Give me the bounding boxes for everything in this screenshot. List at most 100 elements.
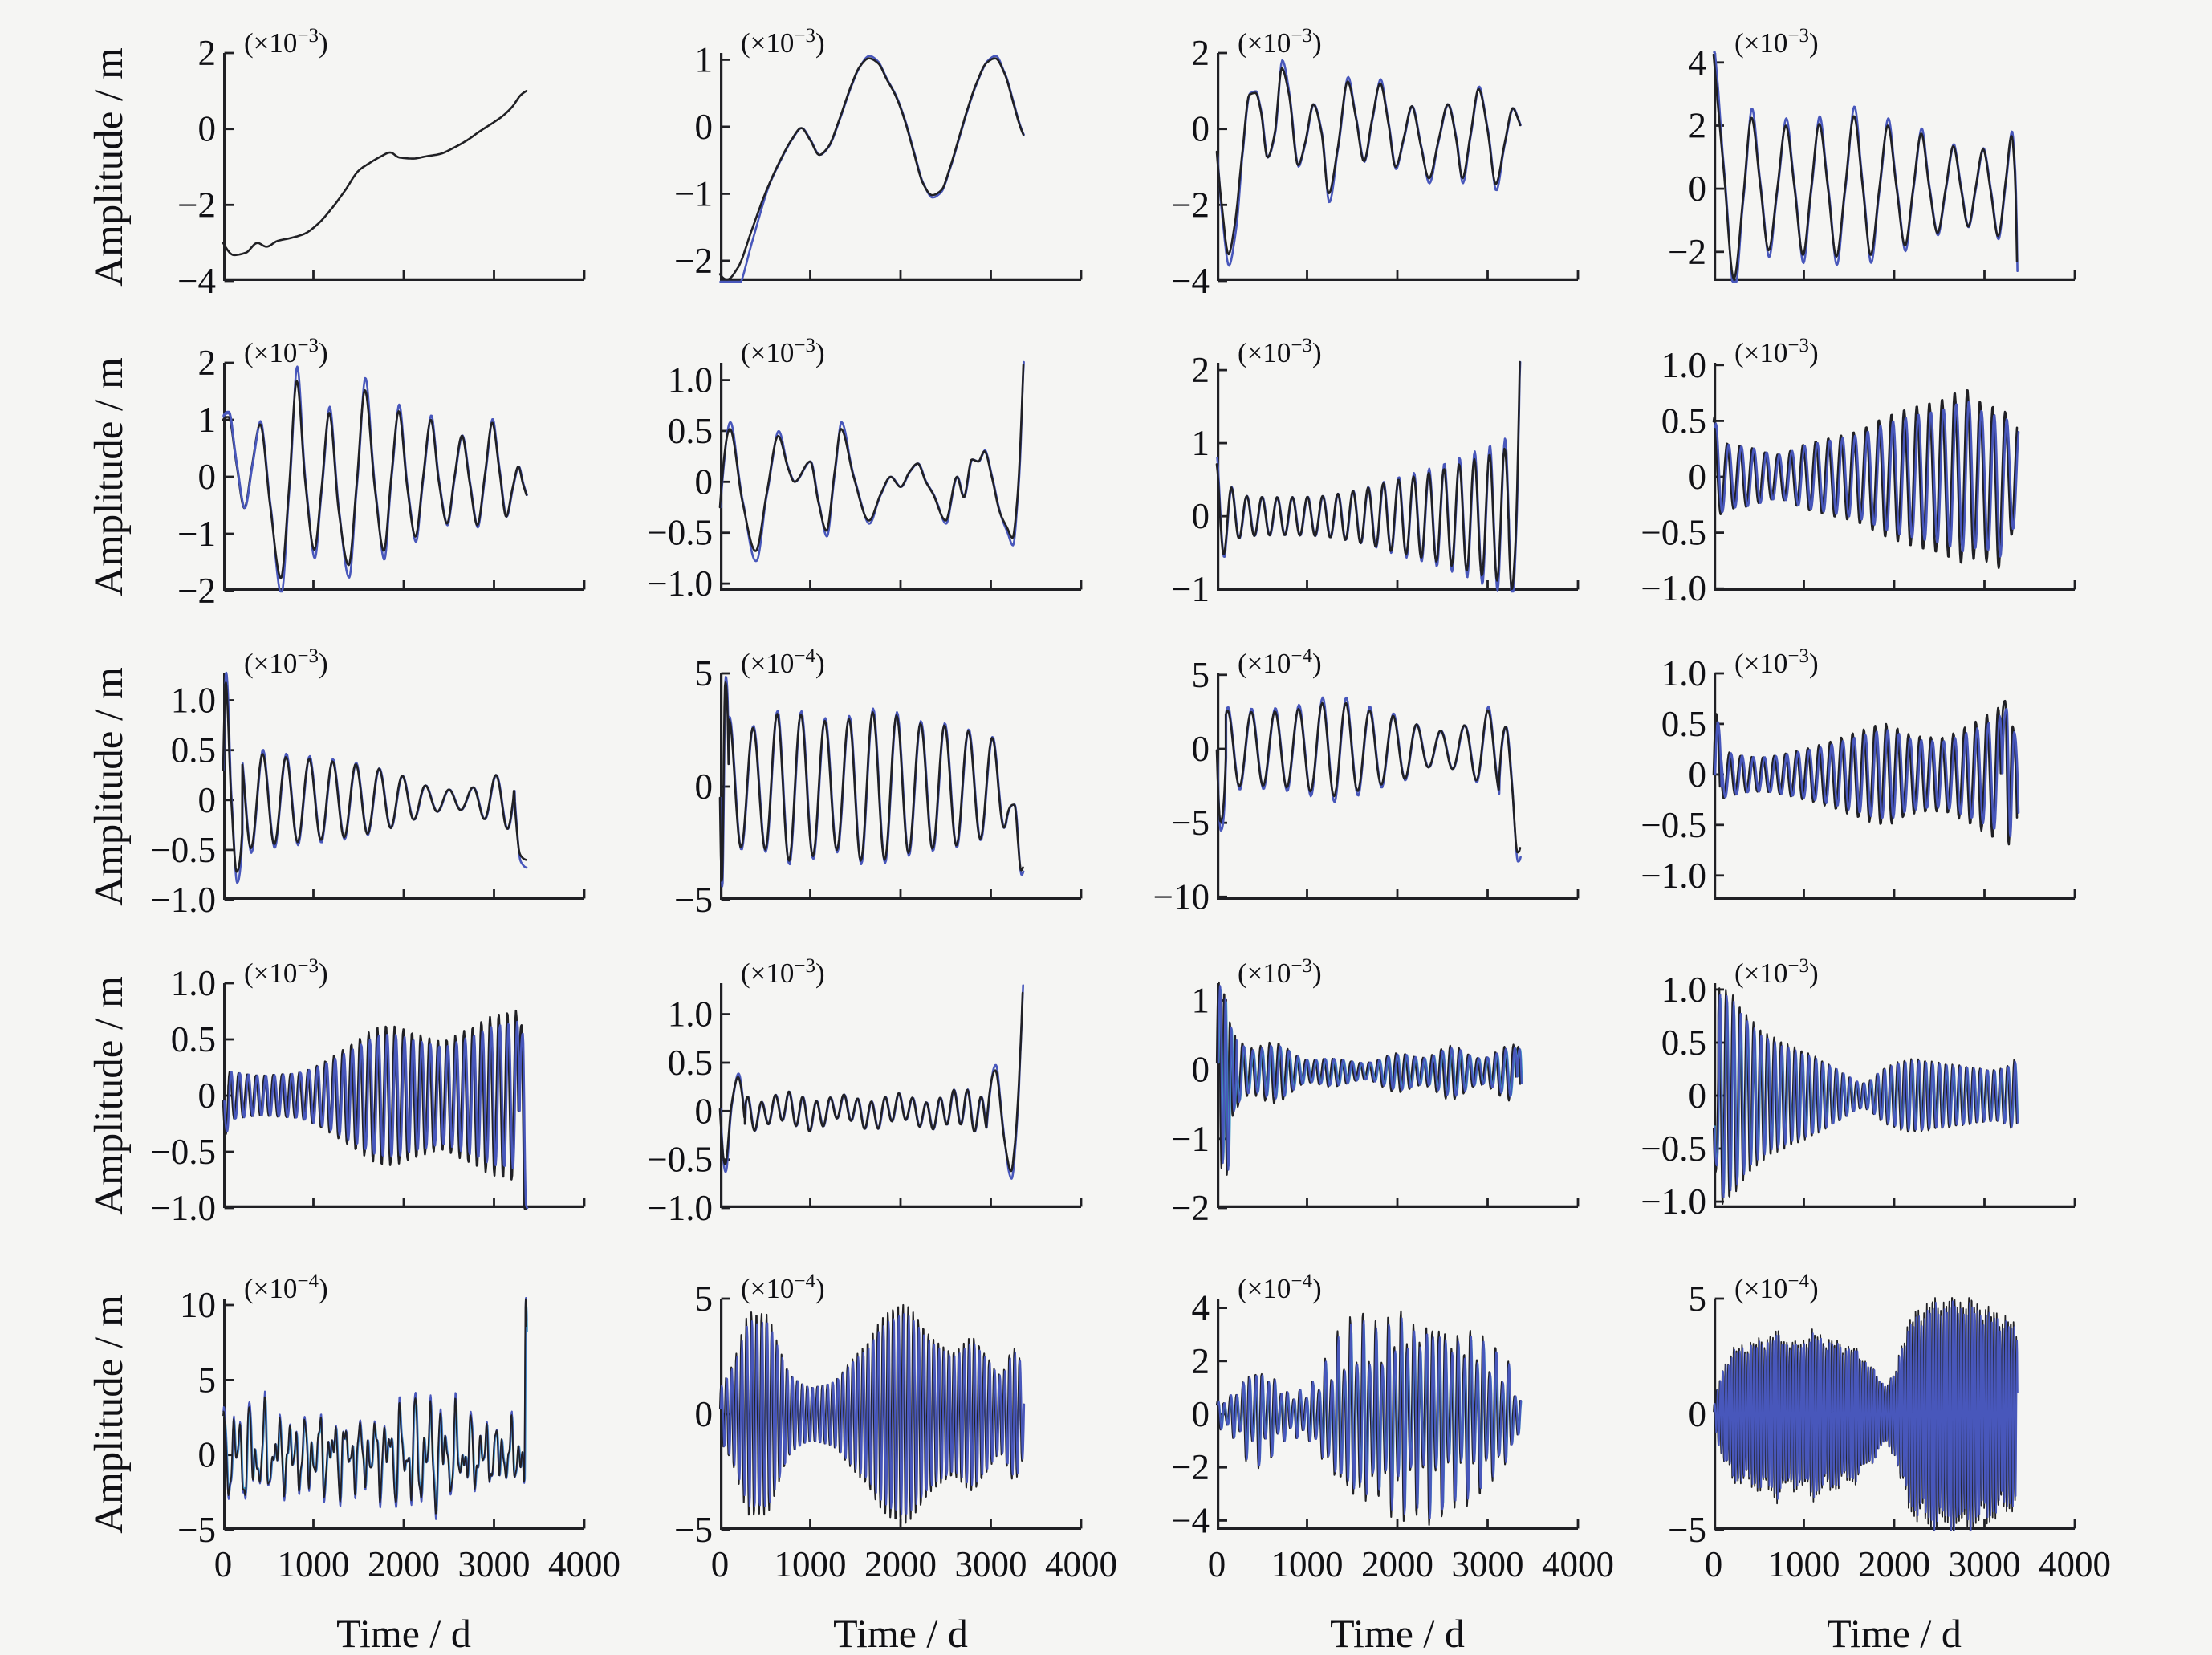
svg-text:0: 0	[695, 462, 714, 502]
svg-text:0: 0	[198, 457, 217, 497]
svg-text:3000: 3000	[1452, 1544, 1524, 1584]
svg-text:Amplitude / m: Amplitude / m	[87, 1295, 132, 1533]
svg-text:0: 0	[1192, 729, 1210, 769]
svg-text:2: 2	[1192, 1341, 1210, 1381]
svg-text:Time / d: Time / d	[1330, 1611, 1465, 1655]
svg-text:5: 5	[1192, 655, 1210, 695]
svg-text:0: 0	[198, 780, 217, 820]
svg-text:−5: −5	[1171, 803, 1210, 843]
svg-text:−1: −1	[674, 173, 713, 213]
svg-text:4: 4	[1689, 43, 1707, 83]
svg-text:−2: −2	[1171, 1188, 1210, 1228]
svg-text:−2: −2	[1171, 1447, 1210, 1487]
svg-text:4000: 4000	[548, 1544, 620, 1584]
svg-text:(×10−4): (×10−4)	[741, 1271, 825, 1304]
svg-text:0: 0	[1192, 496, 1210, 536]
svg-text:2000: 2000	[864, 1544, 937, 1584]
svg-text:0: 0	[198, 1435, 217, 1475]
svg-text:0.5: 0.5	[668, 411, 713, 451]
svg-text:1.0: 1.0	[668, 994, 713, 1035]
svg-text:−5: −5	[674, 1510, 713, 1550]
svg-text:0: 0	[1689, 1394, 1707, 1434]
svg-text:(×10−3): (×10−3)	[1238, 335, 1322, 368]
svg-text:Amplitude / m: Amplitude / m	[87, 976, 132, 1214]
svg-text:2: 2	[1192, 33, 1210, 73]
svg-text:0.5: 0.5	[171, 1019, 216, 1059]
svg-text:0: 0	[1689, 169, 1707, 209]
svg-text:1.0: 1.0	[1661, 970, 1706, 1010]
svg-text:1: 1	[1192, 423, 1210, 463]
svg-text:2: 2	[198, 343, 217, 383]
svg-text:0.5: 0.5	[171, 730, 216, 771]
svg-text:4000: 4000	[1542, 1544, 1614, 1584]
svg-text:0: 0	[198, 109, 217, 149]
svg-text:5: 5	[695, 653, 714, 693]
svg-text:2: 2	[1689, 106, 1707, 146]
svg-text:0: 0	[1192, 1050, 1210, 1090]
svg-text:4: 4	[1192, 1288, 1210, 1328]
svg-text:1.0: 1.0	[1661, 345, 1706, 385]
svg-text:4000: 4000	[2039, 1544, 2111, 1584]
svg-text:0: 0	[695, 767, 714, 807]
svg-text:−4: −4	[1171, 261, 1210, 301]
svg-text:Amplitude / m: Amplitude / m	[87, 667, 132, 905]
svg-text:−0.5: −0.5	[1641, 805, 1706, 845]
svg-text:1000: 1000	[1768, 1544, 1840, 1584]
svg-text:(×10−3): (×10−3)	[1238, 25, 1322, 59]
svg-text:2000: 2000	[368, 1544, 440, 1584]
svg-text:Time / d: Time / d	[833, 1611, 968, 1655]
svg-text:2000: 2000	[1858, 1544, 1930, 1584]
svg-text:0.5: 0.5	[1661, 401, 1706, 441]
svg-text:0: 0	[695, 1091, 714, 1131]
svg-text:5: 5	[198, 1360, 217, 1400]
svg-text:Amplitude / m: Amplitude / m	[87, 357, 132, 596]
svg-text:Time / d: Time / d	[336, 1611, 471, 1655]
svg-text:Time / d: Time / d	[1827, 1611, 1962, 1655]
svg-text:−1.0: −1.0	[647, 563, 713, 604]
svg-text:0: 0	[1689, 754, 1707, 795]
svg-text:3000: 3000	[1949, 1544, 2021, 1584]
svg-text:1000: 1000	[278, 1544, 350, 1584]
svg-text:−2: −2	[674, 241, 713, 281]
svg-text:1000: 1000	[775, 1544, 847, 1584]
svg-text:0: 0	[1705, 1544, 1723, 1584]
svg-text:−1.0: −1.0	[1641, 1181, 1706, 1222]
svg-text:3000: 3000	[458, 1544, 531, 1584]
svg-text:−0.5: −0.5	[1641, 513, 1706, 553]
svg-text:−2: −2	[1668, 232, 1706, 272]
svg-text:2: 2	[198, 33, 217, 73]
svg-text:0.5: 0.5	[1661, 1023, 1706, 1063]
svg-text:5: 5	[695, 1279, 714, 1319]
svg-text:0: 0	[695, 1394, 714, 1434]
svg-text:1: 1	[198, 400, 217, 440]
svg-text:0: 0	[1689, 1076, 1707, 1116]
svg-text:0: 0	[695, 107, 714, 147]
svg-text:2000: 2000	[1361, 1544, 1433, 1584]
svg-text:−0.5: −0.5	[647, 1140, 713, 1180]
svg-text:−1: −1	[1171, 569, 1210, 609]
svg-text:−0.5: −0.5	[150, 1132, 216, 1172]
svg-text:5: 5	[1689, 1279, 1707, 1319]
svg-text:−2: −2	[177, 571, 216, 611]
svg-text:−10: −10	[1153, 876, 1210, 917]
svg-text:4000: 4000	[1045, 1544, 1117, 1584]
svg-text:0.5: 0.5	[668, 1043, 713, 1083]
svg-text:0: 0	[198, 1076, 217, 1116]
svg-text:0: 0	[1192, 109, 1210, 149]
svg-text:−5: −5	[1668, 1510, 1706, 1550]
svg-text:−1: −1	[1171, 1119, 1210, 1159]
svg-text:−5: −5	[177, 1510, 216, 1550]
svg-text:0: 0	[1192, 1394, 1210, 1434]
svg-text:−5: −5	[674, 880, 713, 920]
svg-text:10: 10	[180, 1285, 216, 1325]
svg-text:0: 0	[711, 1544, 730, 1584]
svg-text:Amplitude / m: Amplitude / m	[87, 47, 132, 286]
svg-text:1.0: 1.0	[171, 681, 216, 721]
svg-text:−1: −1	[177, 514, 216, 554]
svg-text:−4: −4	[1171, 1500, 1210, 1540]
svg-text:−1.0: −1.0	[647, 1188, 713, 1228]
svg-text:−2: −2	[177, 185, 216, 225]
svg-text:0.5: 0.5	[1661, 704, 1706, 744]
svg-text:−0.5: −0.5	[150, 830, 216, 870]
svg-text:1000: 1000	[1271, 1544, 1344, 1584]
